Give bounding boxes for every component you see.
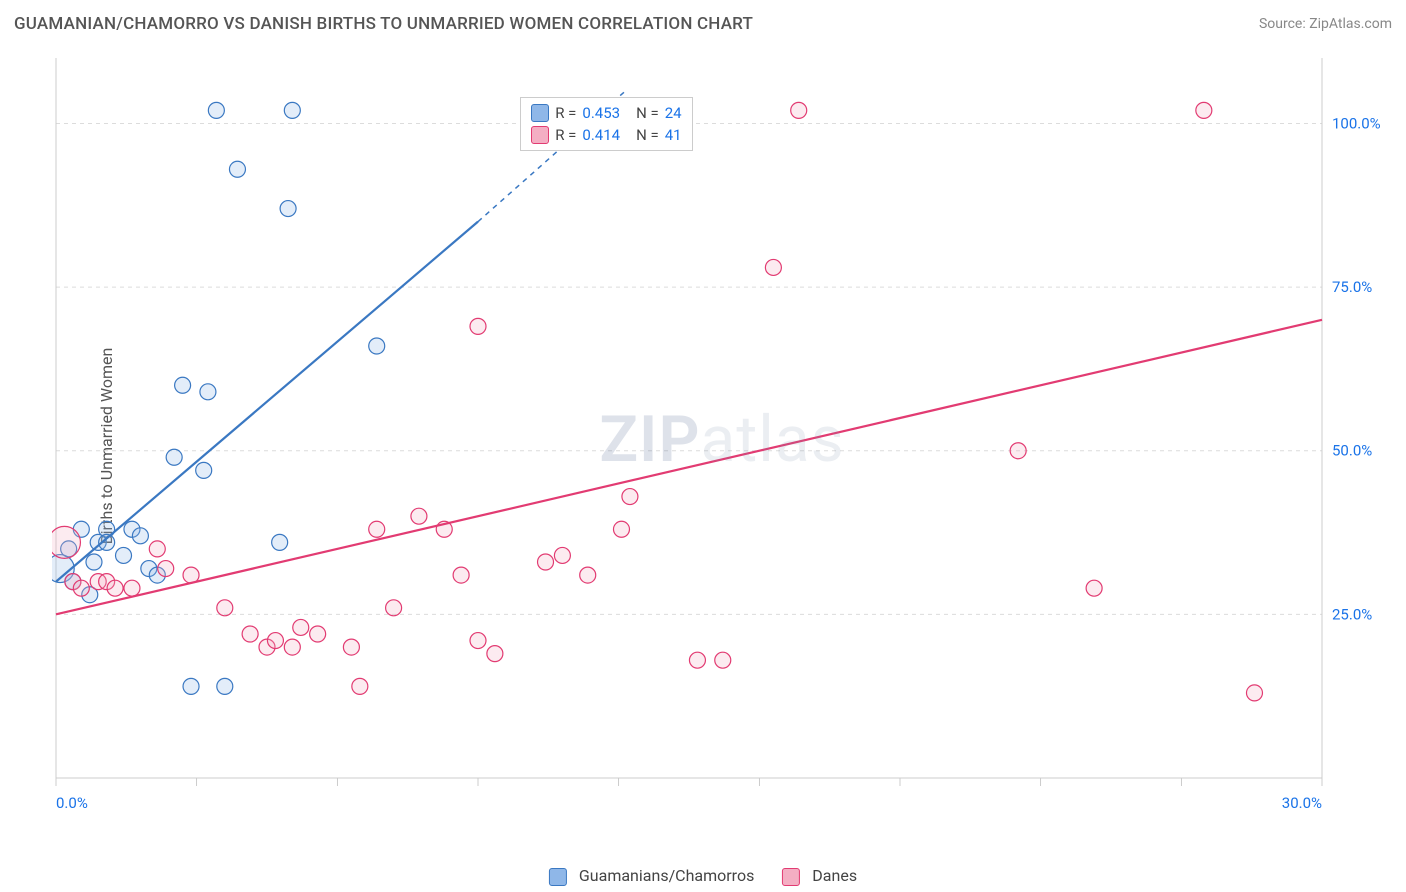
legend-item-guamanians: Guamanians/Chamorros bbox=[549, 866, 754, 886]
svg-text:100.0%: 100.0% bbox=[1332, 114, 1381, 132]
legend-swatch-icon bbox=[549, 868, 567, 886]
correlation-legend-box: R = 0.453N = 24R = 0.414N = 41 bbox=[520, 97, 692, 151]
legend-swatch-icon bbox=[782, 868, 800, 886]
source-label: Source: ZipAtlas.com bbox=[1259, 16, 1392, 32]
legend-label: Guamanians/Chamorros bbox=[579, 866, 754, 885]
series-legend: Guamanians/Chamorros Danes bbox=[549, 866, 857, 886]
chart-title: GUAMANIAN/CHAMORRO VS DANISH BIRTHS TO U… bbox=[14, 14, 753, 34]
legend-item-danes: Danes bbox=[782, 866, 857, 886]
svg-text:30.0%: 30.0% bbox=[1282, 794, 1322, 812]
legend-label: Danes bbox=[812, 866, 857, 885]
svg-text:50.0%: 50.0% bbox=[1332, 442, 1372, 460]
svg-text:75.0%: 75.0% bbox=[1332, 278, 1372, 296]
svg-text:25.0%: 25.0% bbox=[1332, 605, 1372, 623]
scatter-chart-svg: 25.0% 50.0% 75.0% 100.0% 0.0% 30.0% bbox=[52, 48, 1392, 838]
svg-text:0.0%: 0.0% bbox=[56, 794, 88, 812]
chart-plot-area: 25.0%50.0%75.0%100.0%0.0%30.0% ZIPatlas … bbox=[52, 48, 1392, 838]
